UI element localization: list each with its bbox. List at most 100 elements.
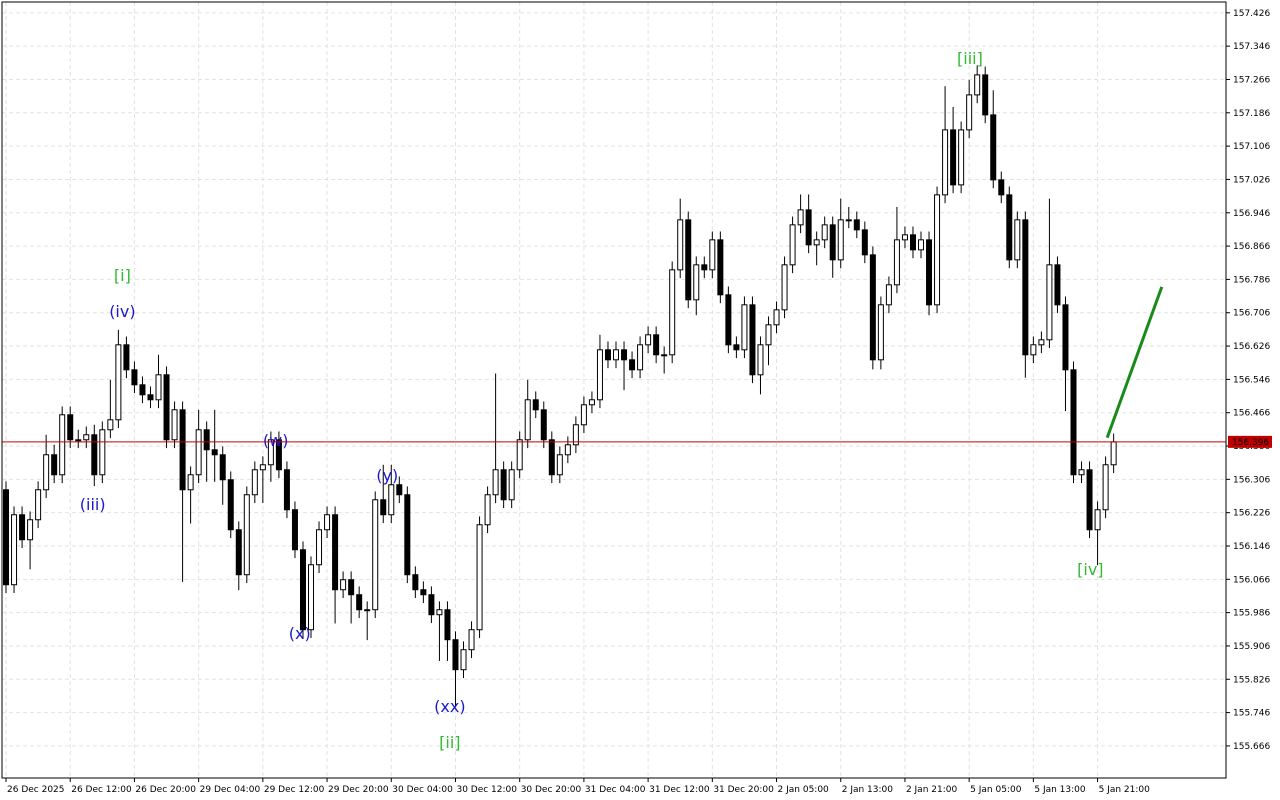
candle-body <box>757 344 764 376</box>
candle-body <box>131 369 138 386</box>
x-tick-label: 5 Jan 21:00 <box>1099 785 1151 795</box>
candle-body <box>283 469 290 511</box>
candle-body <box>629 359 636 371</box>
x-tick-label: 5 Jan 05:00 <box>970 785 1022 795</box>
candle-body <box>621 349 628 361</box>
x-tick-label: 26 Dec 12:00 <box>71 785 132 795</box>
candle-body <box>107 419 114 431</box>
candle-body <box>299 549 306 631</box>
candle-body <box>211 449 218 456</box>
wave-label: [i] <box>114 266 131 285</box>
wave-label: [iv] <box>1077 560 1103 579</box>
candle-body <box>91 434 98 476</box>
candle-body <box>3 489 10 586</box>
current-price-box <box>1228 435 1272 448</box>
candle-body <box>348 579 355 596</box>
candle-body <box>1022 219 1029 356</box>
candle-body <box>396 484 403 496</box>
candle-body <box>669 269 676 356</box>
candle-body <box>741 304 748 351</box>
candle-body <box>316 529 323 566</box>
x-tick-label: 31 Dec 12:00 <box>649 785 710 795</box>
candle-body <box>733 344 740 351</box>
candle-body <box>773 309 780 326</box>
y-tick-label: 156.466 <box>1233 409 1270 419</box>
candle-body <box>709 239 716 271</box>
candle-body <box>1094 509 1101 531</box>
candle-body <box>1046 264 1053 341</box>
candle-body <box>869 254 876 361</box>
y-tick-label: 155.826 <box>1233 675 1270 685</box>
candle-body <box>516 439 523 471</box>
candle-body <box>251 469 258 496</box>
y-tick-label: 155.746 <box>1233 709 1270 719</box>
x-tick-label: 2 Jan 21:00 <box>906 785 958 795</box>
candle-body <box>974 74 981 96</box>
candle-body <box>219 454 226 481</box>
candle-body <box>147 394 154 401</box>
candle-body <box>1110 441 1117 466</box>
wave-label: (iv) <box>109 302 135 321</box>
y-tick-label: 156.866 <box>1233 242 1270 252</box>
candle-body <box>532 399 539 411</box>
y-tick-label: 157.186 <box>1233 109 1270 119</box>
y-tick-label: 156.546 <box>1233 375 1270 385</box>
candle-body <box>677 219 684 271</box>
candle-body <box>805 209 812 246</box>
candle-body <box>123 344 130 371</box>
candle-body <box>685 219 692 301</box>
candle-body <box>637 344 644 371</box>
candle-body <box>19 514 26 541</box>
plot-area <box>2 2 1226 778</box>
candle-body <box>877 304 884 361</box>
candle-body <box>484 494 491 526</box>
candle-body <box>291 509 298 551</box>
candle-body <box>436 609 443 616</box>
wave-label: (iii) <box>80 495 106 514</box>
candle-body <box>35 489 42 521</box>
candle-body <box>556 454 563 476</box>
candle-body <box>275 439 282 471</box>
candle-body <box>324 514 331 531</box>
candle-body <box>596 349 603 401</box>
candle-body <box>267 439 274 466</box>
candle-body <box>540 409 547 441</box>
candle-body <box>604 349 611 361</box>
x-tick-label: 30 Dec 12:00 <box>456 785 517 795</box>
candle-body <box>789 224 796 266</box>
y-tick-label: 156.706 <box>1233 309 1270 319</box>
candle-body <box>588 399 595 406</box>
candle-body <box>909 234 916 251</box>
candle-body <box>372 499 379 611</box>
candle-body <box>564 444 571 456</box>
wave-label: (xx) <box>434 697 465 716</box>
candle-body <box>235 529 242 576</box>
candle-body <box>388 484 395 516</box>
y-tick-label: 157.346 <box>1233 42 1270 52</box>
candle-body <box>1006 194 1013 261</box>
candle-body <box>412 574 419 591</box>
candle-body <box>893 239 900 286</box>
current-price-label: 156.396 <box>1232 438 1269 448</box>
candle-body <box>901 234 908 241</box>
candle-body <box>813 239 820 246</box>
candle-body <box>653 334 660 356</box>
y-tick-label: 157.266 <box>1233 75 1270 85</box>
candle-body <box>1038 339 1045 346</box>
forecast-line <box>1105 286 1164 439</box>
wave-label: (y) <box>376 466 398 485</box>
candle-body <box>934 194 941 306</box>
x-tick-label: 26 Dec 2025 <box>7 785 65 795</box>
candle-body <box>1086 469 1093 531</box>
candle-body <box>781 264 788 311</box>
wave-label: [iii] <box>957 49 983 68</box>
candle-body <box>380 499 387 516</box>
candle-body <box>460 649 467 671</box>
wave-label: (x) <box>289 624 311 643</box>
candle-body <box>203 429 210 451</box>
candle-body <box>725 294 732 346</box>
candle-body <box>155 374 162 401</box>
candle-body <box>59 414 66 476</box>
candle-body <box>420 589 427 596</box>
